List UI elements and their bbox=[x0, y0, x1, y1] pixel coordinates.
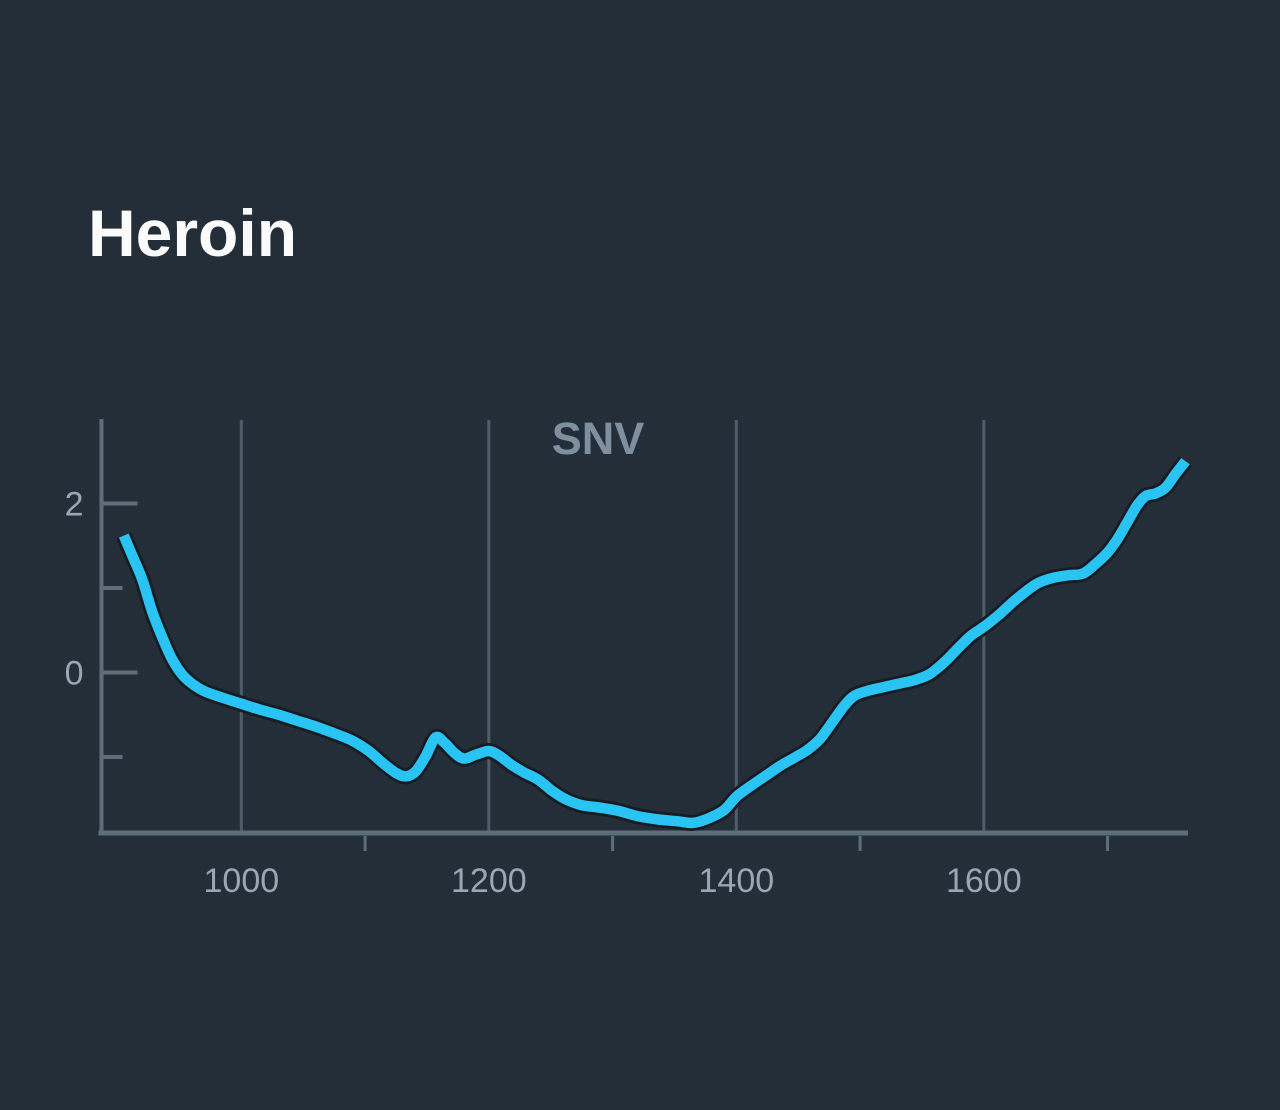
x-tick-label-1200: 1200 bbox=[451, 862, 527, 900]
series-annotation: SNV bbox=[551, 413, 645, 464]
x-tick-label-1400: 1400 bbox=[699, 862, 775, 900]
chart-title: Heroin bbox=[88, 196, 298, 270]
series-line-halo bbox=[116, 456, 1192, 831]
x-tick-label-1600: 1600 bbox=[946, 862, 1022, 900]
y-tick-label-2: 2 bbox=[65, 485, 84, 523]
x-tick-label-1000: 1000 bbox=[204, 862, 280, 900]
y-tick-label-0: 0 bbox=[65, 654, 84, 692]
series-line-snv bbox=[118, 458, 1190, 829]
